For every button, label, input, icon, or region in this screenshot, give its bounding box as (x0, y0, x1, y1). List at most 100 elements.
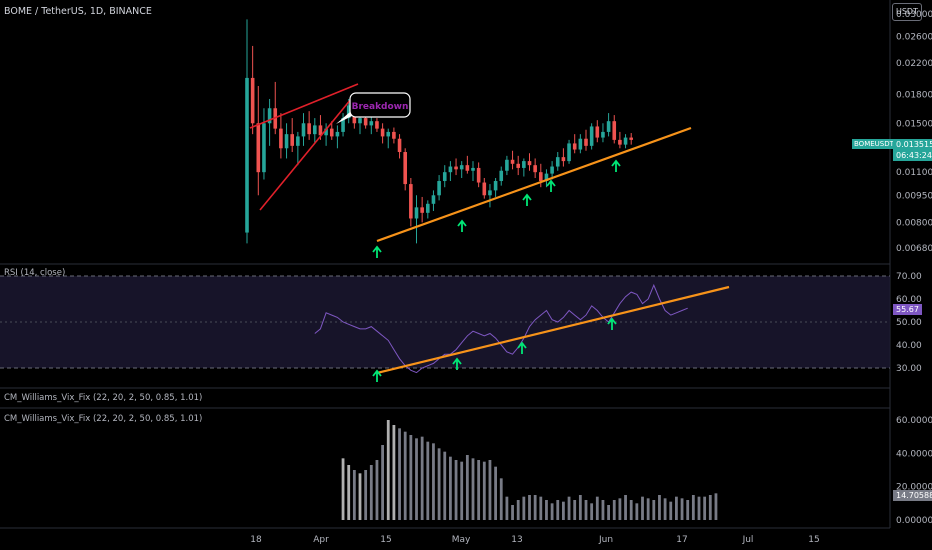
up-arrow-icon (452, 357, 462, 370)
vix-bar (590, 503, 594, 520)
candle-body (561, 157, 566, 162)
vix-bar (663, 498, 667, 520)
candle-body (301, 123, 306, 137)
vix-bar (449, 456, 452, 520)
candle-body (618, 139, 622, 145)
price-tick-label: 0.006800 (896, 244, 932, 254)
up-arrow-icon (517, 341, 527, 354)
vix-bar (341, 458, 345, 520)
candle-body (363, 118, 368, 126)
vix-tick-label: 0.000000 (896, 516, 932, 526)
vix-bar (595, 496, 599, 520)
vix-bar (528, 495, 531, 520)
candle-body (380, 128, 385, 137)
time-tick-label: Apr (313, 535, 329, 545)
vix-bar (420, 436, 424, 520)
vix-bar (652, 500, 656, 520)
rsi-tick-label: 40.00 (896, 341, 922, 351)
candle-body (505, 159, 509, 171)
rsi-tick-label: 70.00 (896, 272, 922, 282)
vix-title-1[interactable]: CM_Williams_Vix_Fix (22, 20, 2, 50, 0.85… (4, 393, 203, 403)
vix-axis: 60.000000 40.000000 20.000000 0.000000 (896, 416, 932, 526)
annotation-callout-pointer (336, 112, 352, 124)
wedge-upper-line (249, 83, 359, 129)
candle-body (499, 170, 504, 182)
vix-bar (403, 431, 407, 520)
last-price-tag: 0.013515 (893, 139, 932, 150)
vix-bar (607, 505, 610, 520)
time-tick-label: Jul (742, 535, 754, 545)
vix-bar (364, 470, 368, 520)
rsi-title[interactable]: RSI (14, close) (4, 268, 66, 278)
rsi-axis: 70.00 60.00 50.00 40.00 30.00 (896, 272, 922, 374)
vix-bar (703, 496, 707, 520)
vix-bar (641, 496, 644, 520)
candle-body (544, 173, 549, 182)
candle-body (375, 121, 379, 129)
vix-bar (545, 500, 548, 520)
vix-bar (409, 435, 413, 520)
vix-bar (505, 496, 509, 520)
vix-tick-label: 40.000000 (896, 449, 932, 459)
vix-bar (352, 470, 356, 520)
candle-body (550, 166, 554, 174)
vix-bar (347, 465, 351, 520)
up-arrow-icon (372, 369, 382, 382)
candle-body (397, 138, 402, 153)
candle-body (318, 125, 323, 136)
candle-body (578, 138, 583, 150)
vix-bar (697, 496, 701, 520)
vix-bar (415, 438, 418, 520)
vix-bar (516, 500, 520, 520)
currency-button[interactable]: USDT (892, 3, 922, 21)
time-tick-label: 15 (380, 535, 391, 545)
candle-body (313, 125, 317, 135)
candle-body (442, 172, 447, 182)
vix-bar (658, 495, 661, 520)
vix-bar (562, 501, 565, 520)
vix-title-2[interactable]: CM_Williams_Vix_Fix (22, 20, 2, 50, 0.85… (4, 414, 203, 424)
up-arrow-icon (372, 245, 382, 258)
time-tick-label: 17 (676, 535, 687, 545)
candle-body (493, 181, 498, 191)
vix-bar (539, 496, 543, 520)
candle-body (296, 136, 300, 146)
vix-bar (386, 420, 390, 520)
candle-body (476, 167, 481, 183)
vix-bar (437, 448, 441, 520)
candle-body (516, 163, 520, 168)
candle-body (290, 134, 294, 146)
candle-body (623, 137, 628, 145)
candle-body (324, 128, 328, 136)
vix-value-tag: 14.705882 (893, 490, 932, 501)
vix-bar (550, 503, 554, 520)
rsi-tick-label: 30.00 (896, 364, 922, 374)
vix-bar (675, 496, 678, 520)
candle-body (279, 128, 283, 149)
vix-bar (499, 478, 503, 520)
annotation-callout (349, 92, 411, 118)
vix-bar (426, 441, 430, 520)
candle-body (459, 165, 464, 170)
candle-body (358, 118, 362, 124)
wedge-lower-line (259, 92, 357, 211)
candle-body (527, 161, 532, 166)
candle-body (307, 123, 311, 135)
vix-bar (629, 500, 633, 520)
vix-bar (454, 460, 458, 520)
candle-body (606, 121, 611, 132)
vix-bar (669, 501, 673, 520)
candle-body (245, 77, 249, 233)
up-arrow-icon (607, 317, 617, 330)
vix-bar (358, 473, 362, 520)
vix-histogram (341, 420, 718, 520)
candle-body (612, 121, 617, 140)
price-trendline (376, 126, 692, 243)
